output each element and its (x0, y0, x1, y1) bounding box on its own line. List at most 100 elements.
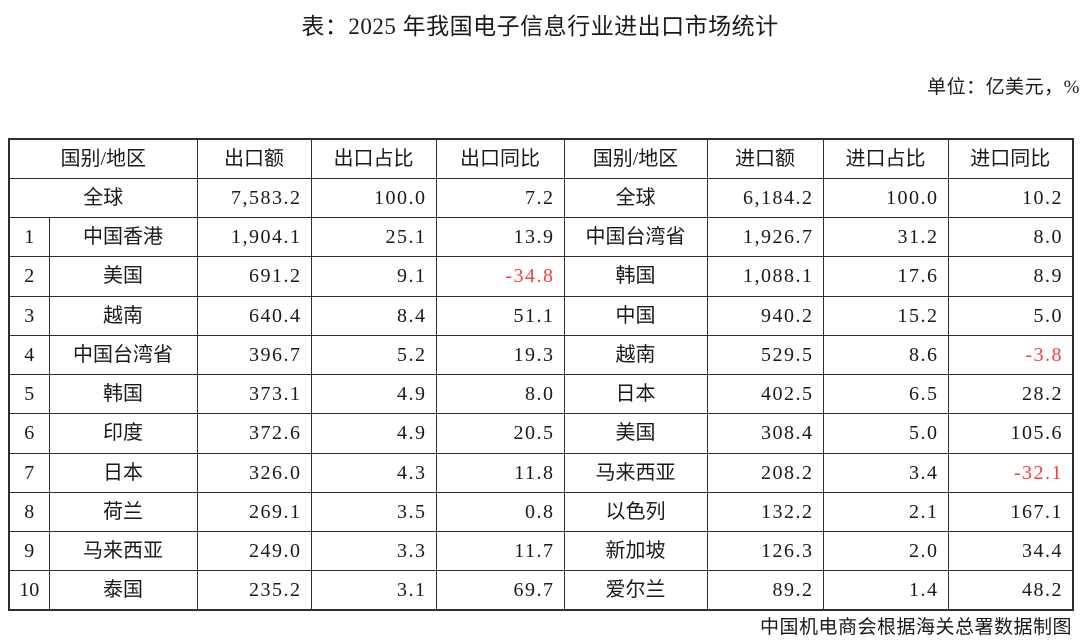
import-value-cell: 132.2 (706, 491, 824, 533)
rank-cell: 1 (8, 216, 50, 258)
export-region-cell: 日本 (48, 452, 198, 493)
export-region-cell: 荷兰 (48, 491, 198, 533)
export-region-cell: 中国香港 (48, 216, 198, 258)
rank-cell: 8 (8, 491, 50, 533)
table-row: 7 日本 326.0 4.3 11.8 马来西亚 208.2 3.4 -32.1 (8, 452, 1074, 493)
header-cell-import-region: 国别/地区 (563, 138, 708, 179)
export-share-cell: 3.1 (310, 570, 437, 611)
import-region-cell: 中国 (563, 295, 708, 336)
import-value-cell: 308.4 (706, 413, 824, 454)
export-region-cell: 美国 (48, 256, 198, 297)
total-row: 全球 7,583.2 100.0 7.2 全球 6,184.2 100.0 10… (8, 177, 1074, 219)
export-share-cell: 5.2 (310, 334, 437, 376)
page-title: 表：2025 年我国电子信息行业进出口市场统计 (301, 14, 779, 39)
import-yoy-cell: 5.0 (947, 295, 1074, 336)
export-share-cell: 4.3 (310, 452, 437, 493)
export-value-cell: 1,904.1 (196, 216, 312, 258)
import-region-cell: 韩国 (563, 256, 708, 297)
export-yoy-cell: 13.9 (435, 216, 565, 258)
header-cell-import-share: 进口占比 (822, 138, 949, 179)
export-value-cell: 249.0 (196, 530, 312, 572)
import-value-cell: 529.5 (706, 334, 824, 376)
import-share-cell: 31.2 (822, 216, 949, 258)
export-yoy-cell: 11.8 (435, 452, 565, 493)
export-value-cell: 372.6 (196, 413, 312, 454)
rank-cell: 3 (8, 295, 50, 336)
import-value-cell: 126.3 (706, 530, 824, 572)
export-yoy-cell: 0.8 (435, 491, 565, 533)
table-row: 6 印度 372.6 4.9 20.5 美国 308.4 5.0 105.6 (8, 413, 1074, 454)
header-cell-export-region: 国别/地区 (8, 138, 198, 179)
rank-cell: 4 (8, 334, 50, 376)
import-share-cell: 17.6 (822, 256, 949, 297)
stats-table: 国别/地区 出口额 出口占比 出口同比 国别/地区 进口额 进口占比 进口同比 … (8, 138, 1074, 611)
export-yoy-cell: 69.7 (435, 570, 565, 611)
export-share-cell: 8.4 (310, 295, 437, 336)
table-row: 5 韩国 373.1 4.9 8.0 日本 402.5 6.5 28.2 (8, 373, 1074, 415)
header-cell-import-yoy: 进口同比 (947, 138, 1074, 179)
table-body: 1 中国香港 1,904.1 25.1 13.9 中国台湾省 1,926.7 3… (8, 216, 1074, 611)
export-share-cell: 4.9 (310, 413, 437, 454)
table-row: 4 中国台湾省 396.7 5.2 19.3 越南 529.5 8.6 -3.8 (8, 334, 1074, 376)
import-yoy-cell: 48.2 (947, 570, 1074, 611)
import-yoy-cell: -32.1 (947, 452, 1074, 493)
export-region-cell: 中国台湾省 (48, 334, 198, 376)
export-yoy-cell: 19.3 (435, 334, 565, 376)
export-region-cell: 韩国 (48, 373, 198, 415)
export-yoy-cell: 11.7 (435, 530, 565, 572)
table-row: 1 中国香港 1,904.1 25.1 13.9 中国台湾省 1,926.7 3… (8, 216, 1074, 258)
source-note: 中国机电商会根据海关总署数据制图 (759, 617, 1072, 638)
export-value-cell: 269.1 (196, 491, 312, 533)
import-share-cell: 3.4 (822, 452, 949, 493)
export-share-cell: 3.5 (310, 491, 437, 533)
table-row: 10 泰国 235.2 3.1 69.7 爱尔兰 89.2 1.4 48.2 (8, 570, 1074, 611)
export-value-cell: 640.4 (196, 295, 312, 336)
import-yoy-cell: 28.2 (947, 373, 1074, 415)
import-share-cell: 5.0 (822, 413, 949, 454)
import-yoy-cell: -3.8 (947, 334, 1074, 376)
export-region-cell: 全球 (8, 177, 198, 219)
table-row: 9 马来西亚 249.0 3.3 11.7 新加坡 126.3 2.0 34.4 (8, 530, 1074, 572)
header-cell-export-yoy: 出口同比 (435, 138, 565, 179)
export-yoy-cell: 51.1 (435, 295, 565, 336)
export-share-cell: 100.0 (310, 177, 437, 219)
import-value-cell: 208.2 (706, 452, 824, 493)
export-region-cell: 越南 (48, 295, 198, 336)
header-row: 国别/地区 出口额 出口占比 出口同比 国别/地区 进口额 进口占比 进口同比 (8, 138, 1074, 179)
import-yoy-cell: 8.0 (947, 216, 1074, 258)
import-value-cell: 940.2 (706, 295, 824, 336)
rank-cell: 9 (8, 530, 50, 572)
import-value-cell: 1,088.1 (706, 256, 824, 297)
import-share-cell: 100.0 (822, 177, 949, 219)
import-yoy-cell: 167.1 (947, 491, 1074, 533)
import-value-cell: 402.5 (706, 373, 824, 415)
export-share-cell: 3.3 (310, 530, 437, 572)
import-region-cell: 美国 (563, 413, 708, 454)
rank-cell: 2 (8, 256, 50, 297)
table-row: 3 越南 640.4 8.4 51.1 中国 940.2 15.2 5.0 (8, 295, 1074, 336)
export-share-cell: 4.9 (310, 373, 437, 415)
import-share-cell: 1.4 (822, 570, 949, 611)
import-yoy-cell: 34.4 (947, 530, 1074, 572)
header-cell-import-value: 进口额 (706, 138, 824, 179)
import-share-cell: 2.1 (822, 491, 949, 533)
import-share-cell: 6.5 (822, 373, 949, 415)
import-region-cell: 爱尔兰 (563, 570, 708, 611)
header-cell-export-share: 出口占比 (310, 138, 437, 179)
import-value-cell: 89.2 (706, 570, 824, 611)
export-share-cell: 25.1 (310, 216, 437, 258)
import-share-cell: 2.0 (822, 530, 949, 572)
header-cell-export-value: 出口额 (196, 138, 312, 179)
import-region-cell: 全球 (563, 177, 708, 219)
export-value-cell: 373.1 (196, 373, 312, 415)
unit-note: 单位：亿美元，% (927, 77, 1080, 98)
import-share-cell: 8.6 (822, 334, 949, 376)
export-value-cell: 235.2 (196, 570, 312, 611)
import-value-cell: 6,184.2 (706, 177, 824, 219)
export-yoy-cell: 20.5 (435, 413, 565, 454)
export-share-cell: 9.1 (310, 256, 437, 297)
export-region-cell: 印度 (48, 413, 198, 454)
import-region-cell: 以色列 (563, 491, 708, 533)
import-yoy-cell: 10.2 (947, 177, 1074, 219)
